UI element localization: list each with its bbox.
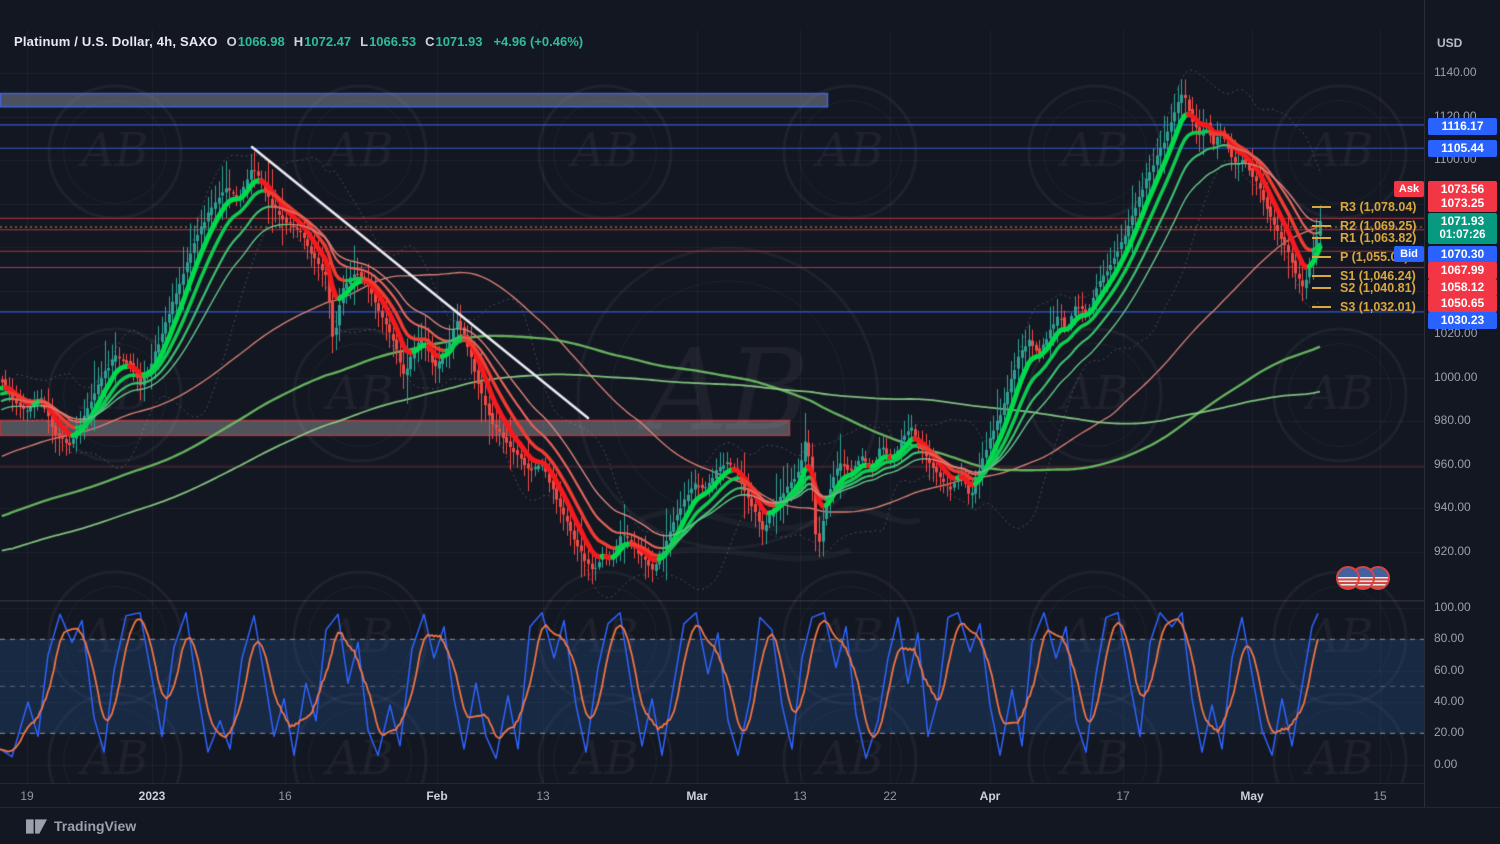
pivot-label-s2: S2 (1,040.81) bbox=[1312, 281, 1416, 295]
pivot-dash-icon bbox=[1312, 255, 1331, 258]
pivot-dash-icon bbox=[1312, 205, 1331, 208]
symbol-title[interactable]: Platinum / U.S. Dollar, 4h, SAXO bbox=[14, 34, 218, 49]
tradingview-logo-icon bbox=[26, 818, 47, 834]
line-1105-label[interactable]: 1105.44 bbox=[1428, 140, 1497, 157]
pivot-label-text: R2 (1,069.25) bbox=[1340, 219, 1417, 234]
oscillator-axis-tick: 60.00 bbox=[1434, 662, 1465, 677]
price-axis-tick: 1000.00 bbox=[1434, 369, 1478, 384]
time-axis-tick: Mar bbox=[686, 789, 708, 803]
bar-countdown: 01:07:26 bbox=[1439, 229, 1486, 241]
time-axis-tick: 16 bbox=[278, 789, 292, 803]
oscillator-axis-tick: 20.00 bbox=[1434, 725, 1465, 740]
alert-1073-label[interactable]: 1073.25 bbox=[1428, 195, 1497, 212]
low-value: 1066.53 bbox=[369, 34, 417, 49]
pivot-label-text: S3 (1,032.01) bbox=[1340, 300, 1416, 315]
pivot-label-text: P (1,055.03) bbox=[1340, 249, 1409, 264]
line-1116-label[interactable]: 1116.17 bbox=[1428, 118, 1497, 135]
currency-label: USD bbox=[1437, 36, 1463, 50]
pivot-dash-icon bbox=[1312, 275, 1331, 278]
main-chart-canvas[interactable] bbox=[0, 30, 1424, 600]
pivot-label-r3: R3 (1,078.04) bbox=[1312, 200, 1416, 214]
oscillator-axis-tick: 0.00 bbox=[1434, 756, 1458, 771]
bid-price-label[interactable]: 1070.30 bbox=[1428, 246, 1497, 263]
alert-1058-label[interactable]: 1058.12 bbox=[1428, 279, 1497, 296]
pivot-dash-icon bbox=[1312, 225, 1331, 228]
open-label: O bbox=[226, 34, 237, 49]
us-flag-icon[interactable] bbox=[1336, 566, 1360, 590]
time-axis-tick: 19 bbox=[20, 789, 34, 803]
high-label: H bbox=[293, 34, 304, 49]
change-value: +4.96 (+0.46%) bbox=[493, 34, 584, 49]
price-axis-tick: 920.00 bbox=[1434, 543, 1471, 558]
oscillator-axis-tick: 100.00 bbox=[1434, 600, 1471, 614]
time-axis-tick: 17 bbox=[1116, 789, 1130, 803]
high-value: 1072.47 bbox=[304, 34, 352, 49]
low-label: L bbox=[360, 34, 369, 49]
pivot-label-p: P (1,055.03) bbox=[1312, 250, 1409, 264]
time-axis-tick: 13 bbox=[536, 789, 550, 803]
pivot-label-r1: R1 (1,063.82) bbox=[1312, 231, 1416, 245]
close-label: C bbox=[425, 34, 435, 49]
alert-1050-label[interactable]: 1050.65 bbox=[1428, 295, 1497, 312]
chart-legend: Platinum / U.S. Dollar, 4h, SAXO O 1066.9… bbox=[14, 34, 583, 49]
time-scale[interactable]: 19 2023 16 Feb 13 Mar 13 22 Apr 17 May 15 bbox=[0, 783, 1424, 808]
pivot-label-text: S1 (1,046.24) bbox=[1340, 269, 1416, 284]
line-1030-label[interactable]: 1030.23 bbox=[1428, 312, 1497, 329]
time-axis-tick: May bbox=[1240, 789, 1264, 803]
oscillator-axis-tick: 40.00 bbox=[1434, 693, 1465, 708]
time-axis-tick: Apr bbox=[979, 789, 1001, 803]
alert-1067-label[interactable]: 1067.99 bbox=[1428, 262, 1497, 279]
open-value: 1066.98 bbox=[237, 34, 285, 49]
pivot-dash-icon bbox=[1312, 236, 1331, 239]
time-axis-tick: 13 bbox=[793, 789, 807, 803]
time-axis-tick: 15 bbox=[1373, 789, 1387, 803]
ask-price-label[interactable]: 1073.56 bbox=[1428, 181, 1497, 198]
pivot-label-text: R3 (1,078.04) bbox=[1340, 199, 1417, 214]
pivot-label-r2: R2 (1,069.25) bbox=[1312, 219, 1416, 233]
bid-flag: Bid bbox=[1394, 246, 1424, 262]
price-scale[interactable]: USD 1140.00 1120.00 1100.00 1020.00 1000.00 9… bbox=[1424, 0, 1500, 807]
price-axis-tick: 1140.00 bbox=[1434, 65, 1477, 79]
price-axis-tick: 1020.00 bbox=[1434, 326, 1478, 341]
pivot-dash-icon bbox=[1312, 286, 1331, 289]
pivot-label-s1: S1 (1,046.24) bbox=[1312, 269, 1416, 283]
tradingview-logo-text: TradingView bbox=[54, 818, 137, 834]
time-axis-tick: 22 bbox=[883, 789, 897, 803]
stochastic-pane-canvas[interactable] bbox=[0, 600, 1424, 783]
time-axis-tick: Feb bbox=[426, 789, 448, 803]
bottom-toolbar: TradingView bbox=[0, 807, 1500, 844]
pivot-label-text: R1 (1,063.82) bbox=[1340, 230, 1417, 245]
price-axis-tick: 960.00 bbox=[1434, 456, 1471, 471]
price-axis-tick: 980.00 bbox=[1434, 413, 1471, 428]
pivot-label-text: S2 (1,040.81) bbox=[1340, 280, 1416, 295]
close-value: 1071.93 bbox=[435, 34, 483, 49]
pivot-label-s3: S3 (1,032.01) bbox=[1312, 300, 1416, 314]
oscillator-axis-tick: 80.00 bbox=[1434, 631, 1465, 646]
time-axis-tick: 2023 bbox=[138, 789, 166, 803]
last-price-label[interactable]: 1071.93 01:07:26 bbox=[1428, 213, 1497, 244]
ask-flag: Ask bbox=[1394, 181, 1424, 197]
pivot-dash-icon bbox=[1312, 306, 1331, 309]
tradingview-logo[interactable]: TradingView bbox=[26, 818, 136, 834]
economic-event-flags[interactable] bbox=[1336, 566, 1392, 590]
price-axis-tick: 940.00 bbox=[1434, 500, 1471, 515]
